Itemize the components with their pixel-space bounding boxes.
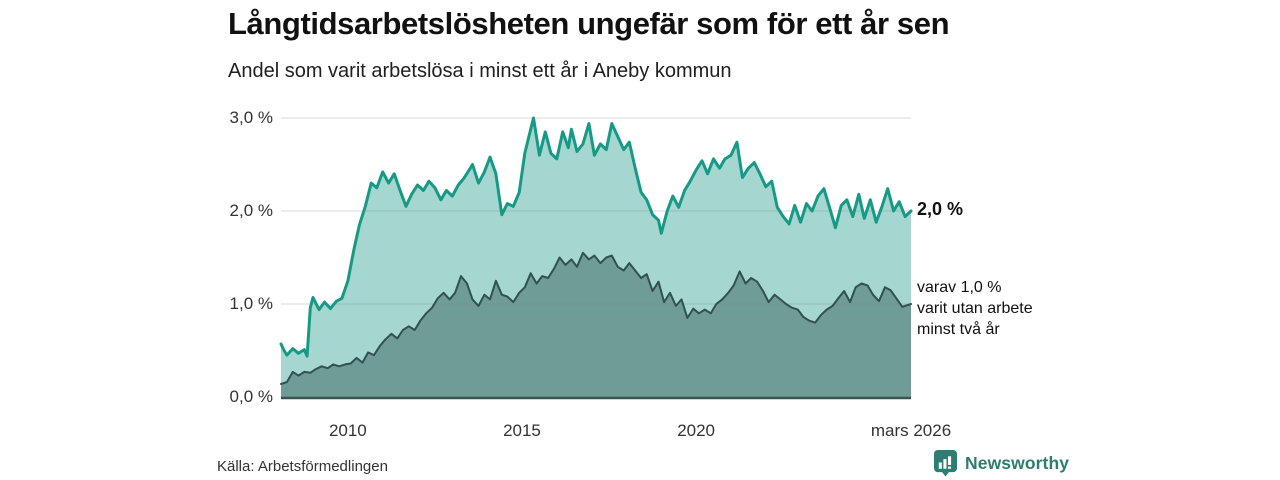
series-end-label-secondary-line3: minst två år [917, 321, 1000, 338]
chart-title: Långtidsarbetslösheten ungefär som för e… [228, 6, 950, 41]
source-attribution: Källa: Arbetsförmedlingen [217, 458, 388, 475]
chart-subtitle: Andel som varit arbetslösa i minst ett å… [228, 60, 732, 82]
newsworthy-logo: Newsworthy [933, 449, 1069, 477]
y-tick-label: 1,0 % [229, 294, 273, 313]
y-tick-label: 3,0 % [229, 108, 273, 127]
x-tick-label: 2020 [677, 421, 716, 440]
series-end-label-secondary: varav 1,0 % varit utan arbete minst två … [917, 277, 1033, 340]
series-end-label-secondary-line1: varav 1,0 % [917, 279, 1002, 296]
x-tick-label: 2015 [503, 421, 541, 440]
x-tick-label: 2010 [328, 421, 367, 440]
series-end-label-secondary-line2: varit utan arbete [917, 300, 1033, 317]
bar-chart-bubble-icon [933, 450, 958, 477]
series-line [280, 251, 912, 385]
area-fill [281, 252, 911, 397]
series-end-label-total: 2,0 % [917, 199, 964, 219]
y-tick-label: 0,0 % [229, 387, 273, 406]
y-tick-label: 2,0 % [229, 201, 273, 220]
series-line [279, 116, 913, 358]
x-tick-label: mars 2026 [870, 421, 952, 440]
newsworthy-logo-text: Newsworthy [965, 452, 1070, 473]
